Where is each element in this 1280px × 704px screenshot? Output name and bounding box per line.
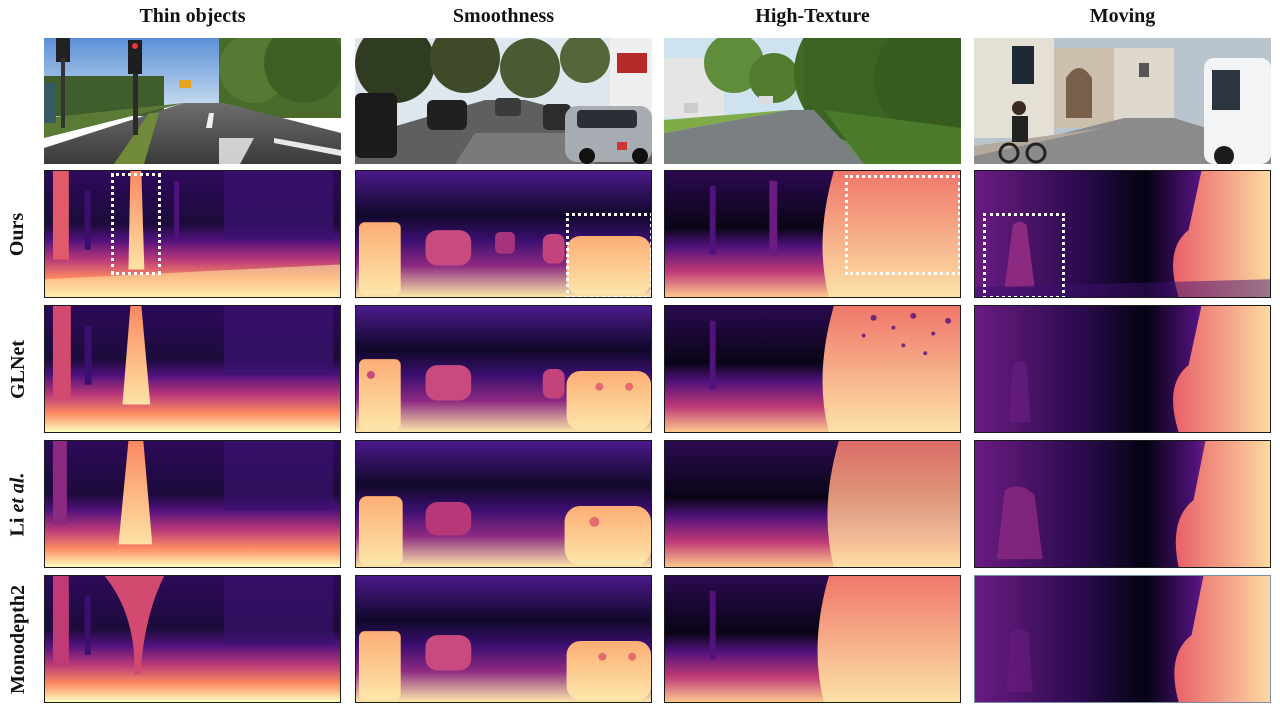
input-image-high-texture (664, 38, 961, 164)
input-image-thin-objects (44, 38, 341, 164)
depth-map-monodepth2-smoothness (355, 575, 652, 703)
depth-map-ours-high-texture (664, 170, 961, 298)
row-label-glnet: GLNet (6, 339, 29, 399)
depth-map-monodepth2-thin-objects (44, 575, 341, 703)
depth-map-ours-smoothness (355, 170, 652, 298)
row-label-monodepth2: Monodepth2 (6, 584, 29, 694)
depth-map-monodepth2-moving (974, 575, 1271, 703)
row-label-ours: Ours (6, 212, 29, 256)
column-header-thin-objects: Thin objects (139, 5, 246, 27)
depth-map-glnet-moving (974, 305, 1271, 433)
depth-map-glnet-high-texture (664, 305, 961, 433)
depth-map-ours-moving (974, 170, 1271, 298)
depth-map-glnet-thin-objects (44, 305, 341, 433)
depth-map-li-et-al-moving (974, 440, 1271, 568)
highlight-box (845, 175, 960, 275)
row-label-li-et-al: Li et al. (6, 472, 29, 536)
depth-map-glnet-smoothness (355, 305, 652, 433)
depth-map-ours-thin-objects (44, 170, 341, 298)
highlight-box (566, 213, 651, 297)
depth-map-monodepth2-high-texture (664, 575, 961, 703)
depth-map-li-et-al-smoothness (355, 440, 652, 568)
input-image-moving (974, 38, 1271, 164)
highlight-box (983, 213, 1065, 297)
column-header-smoothness: Smoothness (452, 5, 555, 27)
highlight-box (111, 173, 161, 275)
column-header-moving: Moving (1089, 5, 1156, 27)
input-image-smoothness (355, 38, 652, 164)
column-header-high-texture: High-Texture (755, 5, 870, 27)
depth-map-li-et-al-thin-objects (44, 440, 341, 568)
depth-map-li-et-al-high-texture (664, 440, 961, 568)
